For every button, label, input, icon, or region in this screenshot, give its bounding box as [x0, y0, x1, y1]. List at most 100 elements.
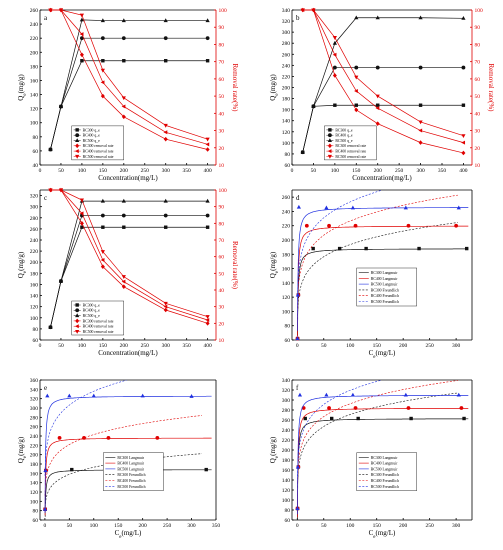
data-point: [418, 103, 423, 107]
data-point: [121, 275, 126, 279]
legend-box: [356, 452, 417, 491]
legend-label: BC400 removal rate: [83, 150, 114, 154]
data-point: [333, 103, 337, 107]
y2-tick-label: 20: [219, 146, 225, 152]
y-tick-label: 180: [30, 271, 39, 277]
data-point: [70, 467, 74, 472]
x-tick-label: 200: [399, 523, 408, 529]
data-point: [163, 213, 168, 218]
y-tick-label: 160: [30, 78, 39, 84]
data-point: [327, 406, 331, 410]
freundlich-fit-line: [44, 415, 202, 496]
y-tick-label: 60: [285, 163, 291, 169]
y-tick-label: 60: [285, 518, 291, 524]
data-point: [205, 36, 210, 41]
y2-tick-label: 10: [219, 163, 225, 169]
data-point: [163, 198, 168, 203]
legend-label: BC400 Langmuir: [371, 277, 398, 281]
legend-label: BC400 q_e: [83, 309, 101, 313]
data-point: [163, 130, 168, 135]
y2-tick-label: 40: [219, 111, 225, 117]
legend-label: BC400 removal rate: [335, 150, 366, 154]
data-point: [100, 213, 105, 218]
data-point: [454, 223, 459, 228]
legend-marker: [75, 303, 79, 307]
y-tick-label: 80: [33, 327, 39, 333]
data-point: [100, 36, 105, 41]
legend-marker: [75, 308, 80, 313]
data-point: [100, 258, 105, 262]
y-tick-label: 260: [282, 418, 291, 424]
x-tick-label: 250: [426, 523, 435, 529]
langmuir-fit-line: [297, 248, 469, 336]
series-line: [302, 9, 464, 143]
data-point: [375, 94, 380, 99]
legend-marker: [75, 154, 80, 159]
data-point: [406, 223, 411, 228]
data-point: [121, 279, 126, 284]
data-point: [189, 394, 194, 398]
x-tick-label: 150: [99, 343, 108, 349]
series-line: [302, 9, 464, 137]
y-tick-label: 100: [30, 316, 39, 322]
y-tick-label: 120: [282, 295, 291, 301]
y-tick-label: 280: [30, 216, 39, 222]
data-point: [295, 336, 300, 341]
data-point: [303, 416, 307, 421]
x-tick-label: 150: [114, 523, 123, 529]
data-point: [205, 147, 210, 152]
legend-label: BC300 removal rate: [83, 319, 114, 323]
data-point: [205, 142, 210, 147]
y-axis-label: Qe(mg/g): [269, 251, 280, 278]
data-point: [375, 106, 380, 111]
data-point: [57, 435, 62, 440]
y2-tick-label: 70: [219, 238, 225, 244]
x-tick-label: 100: [90, 523, 99, 529]
data-point: [100, 250, 105, 254]
panel-label: a: [44, 14, 48, 22]
data-point: [364, 246, 368, 251]
x-tick-label: 250: [141, 168, 150, 174]
x-tick-label: 150: [99, 168, 108, 174]
data-point: [459, 406, 464, 410]
y-tick-label: 220: [282, 438, 291, 444]
y2-tick-label: 30: [219, 305, 225, 311]
data-point: [91, 393, 96, 398]
y-tick-label: 120: [282, 488, 291, 494]
data-point: [164, 225, 168, 229]
x-tick-label: 250: [163, 523, 172, 529]
langmuir-fit-line: [297, 225, 469, 337]
x-tick-label: 50: [321, 343, 327, 349]
data-point: [100, 18, 105, 23]
data-point: [79, 211, 84, 216]
y-tick-label: 220: [282, 224, 291, 230]
data-point: [354, 15, 359, 20]
legend-label: BC400 removal rate: [83, 325, 114, 329]
x-tick-label: 350: [183, 343, 192, 349]
y-tick-label: 340: [282, 378, 291, 384]
legend-marker: [327, 143, 332, 149]
series-line: [50, 189, 208, 318]
data-point: [67, 393, 72, 398]
data-point: [79, 13, 85, 18]
legend-label: BC500 Langmuir: [117, 467, 144, 471]
data-point: [79, 17, 85, 22]
data-point: [461, 134, 466, 139]
y-tick-label: 220: [282, 74, 291, 80]
data-point: [121, 18, 126, 23]
data-point: [295, 464, 301, 469]
y2-tick-label: 100: [219, 188, 228, 194]
data-point: [461, 140, 466, 145]
y-tick-label: 140: [282, 119, 291, 125]
y-tick-label: 280: [30, 415, 39, 421]
langmuir-fit-line: [297, 395, 469, 515]
data-point: [205, 315, 210, 319]
y-tick-label: 60: [33, 518, 39, 524]
y-tick-label: 140: [30, 294, 39, 300]
y-tick-label: 320: [282, 19, 291, 25]
data-point: [140, 393, 145, 398]
y2-tick-label: 70: [475, 60, 481, 66]
data-point: [163, 307, 168, 313]
data-point: [417, 246, 421, 251]
